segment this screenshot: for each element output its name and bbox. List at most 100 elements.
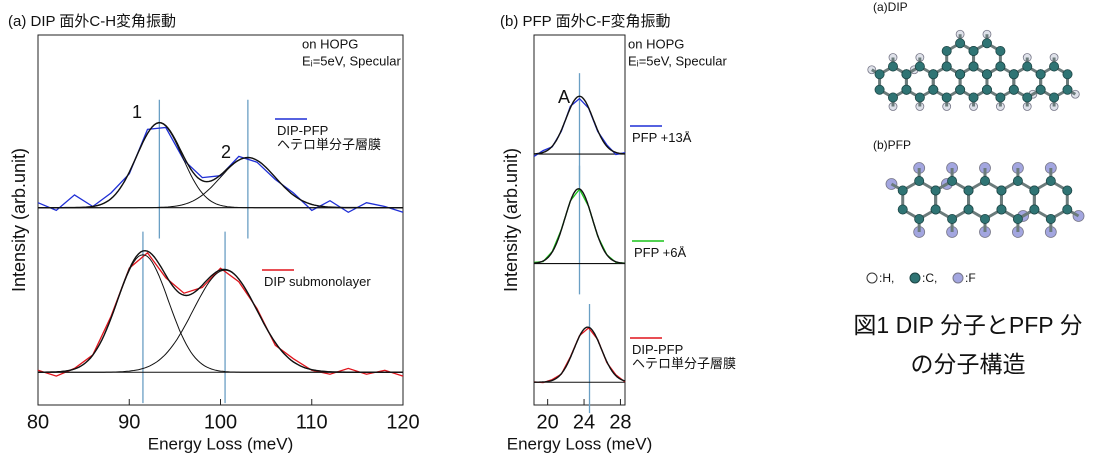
carbon-atom — [1009, 85, 1018, 94]
carbon-atom — [964, 205, 973, 214]
carbon-atom — [956, 85, 965, 94]
x-axis-label: Energy Loss (meV) — [507, 434, 653, 453]
carbon-atom — [888, 93, 897, 102]
figure-caption: の分子構造 — [911, 351, 1026, 377]
x-tick-label: 20 — [537, 411, 559, 433]
note: Eᵢ=5eV, Specular — [302, 53, 401, 68]
carbon-atom — [997, 205, 1006, 214]
atom-legend-swatch — [910, 273, 920, 283]
atom-legend-swatch — [953, 273, 963, 283]
peak-label: 2 — [221, 142, 231, 162]
carbon-atom — [1063, 186, 1072, 195]
carbon-atom — [980, 176, 989, 185]
carbon-atom — [915, 214, 924, 223]
carbon-atom — [956, 39, 965, 48]
carbon-atom — [956, 70, 965, 79]
carbon-atom — [996, 46, 1005, 55]
carbon-atom — [1063, 205, 1072, 214]
carbon-atom — [947, 176, 956, 185]
x-tick-label: 80 — [27, 411, 49, 433]
note: on HOPG — [302, 36, 358, 51]
atom-legend-label: :C, — [922, 271, 937, 285]
x-tick-label: 110 — [296, 411, 328, 433]
carbon-atom — [969, 62, 978, 71]
structure-label: (a)DIP — [873, 0, 908, 14]
atom-legend-swatch — [867, 273, 877, 283]
legend-label-box: DIP-PFP ヘテロ単分子層膜 — [277, 124, 427, 158]
peak-label: A — [558, 87, 570, 107]
x-tick-label: 28 — [609, 411, 631, 433]
carbon-atom — [982, 70, 991, 79]
carbon-atom — [996, 62, 1005, 71]
peak-label: 1 — [132, 102, 142, 122]
carbon-atom — [1046, 214, 1055, 223]
legend-label-box: DIP-PFP ヘテロ単分子層膜 — [632, 343, 782, 377]
carbon-atom — [888, 62, 897, 71]
legend-label-box: DIP submonolayer — [264, 275, 414, 309]
carbon-atom — [915, 176, 924, 185]
carbon-atom — [915, 62, 924, 71]
carbon-atom — [931, 186, 940, 195]
carbon-atom — [929, 70, 938, 79]
y-axis-label: Intensity (arb.unit) — [501, 148, 521, 292]
atom-legend-label: :H, — [879, 271, 894, 285]
figure-caption: 図1 DIP 分子とPFP 分 — [853, 312, 1082, 338]
carbon-atom — [898, 205, 907, 214]
plot-frame — [38, 35, 403, 405]
atom-legend-label: :F — [965, 271, 976, 285]
carbon-atom — [1046, 176, 1055, 185]
carbon-atom — [1063, 70, 1072, 79]
carbon-atom — [1030, 205, 1039, 214]
x-tick-label: 24 — [573, 411, 595, 433]
panel-title: (a) DIP 面外C-H変角振動 — [8, 13, 176, 30]
note: on HOPG — [628, 36, 684, 51]
y-axis-label: Intensity (arb.unit) — [9, 148, 29, 292]
legend-label: DIP submonolayer — [264, 275, 414, 289]
carbon-atom — [1013, 214, 1022, 223]
legend-label-box: PFP +13Å — [632, 131, 782, 165]
carbon-atom — [875, 85, 884, 94]
carbon-atom — [964, 186, 973, 195]
legend-label: DIP-PFP ヘテロ単分子層膜 — [277, 124, 427, 152]
x-tick-label: 100 — [204, 411, 237, 433]
panel-title: (b) PFP 面外C-F変角振動 — [500, 13, 671, 30]
carbon-atom — [969, 93, 978, 102]
carbon-atom — [982, 39, 991, 48]
carbon-atom — [982, 85, 991, 94]
carbon-atom — [902, 85, 911, 94]
carbon-atom — [915, 93, 924, 102]
carbon-atom — [1013, 176, 1022, 185]
carbon-atom — [1049, 93, 1058, 102]
carbon-atom — [996, 93, 1005, 102]
x-tick-label: 90 — [118, 411, 140, 433]
carbon-atom — [1023, 62, 1032, 71]
fit-component — [38, 158, 403, 208]
carbon-atom — [1030, 186, 1039, 195]
carbon-atom — [1023, 93, 1032, 102]
x-axis-label: Energy Loss (meV) — [148, 434, 294, 453]
structure-label: (b)PFP — [873, 138, 911, 152]
carbon-atom — [980, 214, 989, 223]
carbon-atom — [902, 70, 911, 79]
carbon-atom — [931, 205, 940, 214]
carbon-atom — [1049, 62, 1058, 71]
fit-curve — [534, 327, 625, 382]
legend-label-box: PFP +6Å — [634, 246, 784, 280]
carbon-atom — [1009, 70, 1018, 79]
legend-label: DIP-PFP ヘテロ単分子層膜 — [632, 343, 782, 371]
figure: (a) DIP 面外C-H変角振動 Intensity (arb.unit) Ene… — [0, 0, 1107, 456]
carbon-atom — [942, 46, 951, 55]
carbon-atom — [942, 93, 951, 102]
carbon-atom — [1036, 70, 1045, 79]
carbon-atom — [947, 214, 956, 223]
carbon-atom — [997, 186, 1006, 195]
carbon-atom — [969, 46, 978, 55]
carbon-atom — [1063, 85, 1072, 94]
carbon-atom — [875, 70, 884, 79]
carbon-atom — [1036, 85, 1045, 94]
carbon-atom — [929, 85, 938, 94]
legend-label: PFP +6Å — [634, 246, 784, 260]
carbon-atom — [942, 62, 951, 71]
note: Eᵢ=5eV, Specular — [628, 53, 727, 68]
carbon-atom — [898, 186, 907, 195]
